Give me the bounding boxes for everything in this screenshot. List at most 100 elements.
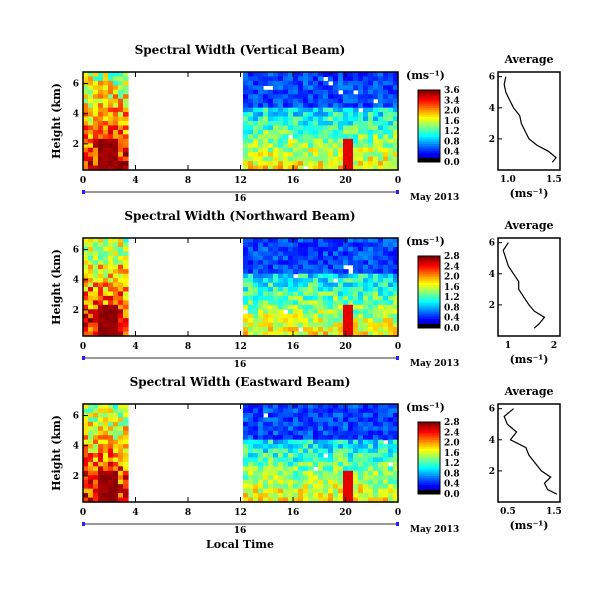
heatmap-cell: [313, 439, 319, 445]
heatmap-cell: [103, 488, 109, 494]
heatmap-cell: [243, 116, 249, 122]
colorbar-tick-label: 1.6: [444, 449, 460, 459]
heatmap-cell: [258, 295, 264, 301]
heatmap-cell: [363, 161, 369, 167]
heatmap-cell: [83, 430, 89, 436]
heatmap-cell: [88, 152, 94, 158]
heatmap-cell: [88, 331, 94, 337]
heatmap-cell: [353, 264, 359, 270]
heatmap-cell: [348, 453, 354, 459]
heatmap-cell: [98, 457, 104, 463]
colorbar-swatch: [418, 99, 440, 102]
heatmap-cell: [98, 107, 104, 113]
heatmap-cell: [318, 295, 324, 301]
heatmap-cell: [388, 488, 394, 494]
x-tick-label: 0: [80, 508, 86, 518]
heatmap-cell: [388, 417, 394, 423]
heatmap-cell: [363, 408, 369, 414]
heatmap-cell: [288, 313, 294, 319]
heatmap-cell: [348, 121, 354, 127]
heatmap-cell: [353, 327, 359, 333]
heatmap-cell: [273, 112, 279, 118]
heatmap-cell: [388, 412, 394, 418]
heatmap-cell: [248, 470, 254, 476]
heatmap-cell: [288, 331, 294, 337]
heatmap-cell: [303, 300, 309, 306]
heatmap-cell: [88, 300, 94, 306]
heatmap-cell: [283, 493, 289, 499]
heatmap-cell: [323, 466, 329, 472]
heatmap-cell: [378, 76, 384, 82]
heatmap-cell: [263, 448, 269, 454]
heatmap-cell: [118, 497, 124, 503]
heatmap-cell: [358, 152, 364, 158]
heatmap-cell: [383, 147, 389, 153]
heatmap-cell: [313, 98, 319, 104]
heatmap-cell: [303, 107, 309, 113]
heatmap-cell: [268, 304, 274, 310]
heatmap-cell: [323, 156, 329, 162]
heatmap-cell: [248, 300, 254, 306]
heatmap-cell: [93, 439, 99, 445]
heatmap-cell: [353, 322, 359, 328]
heatmap-cell: [268, 488, 274, 494]
heatmap-cell: [353, 300, 359, 306]
x-tick-label: 8: [185, 508, 191, 518]
heatmap-cell: [358, 309, 364, 315]
heatmap-cell: [298, 129, 304, 135]
heatmap-cell: [278, 80, 284, 86]
heatmap-cell: [383, 138, 389, 144]
heatmap-cell: [118, 76, 124, 82]
heatmap-cell: [333, 318, 339, 324]
day-axis-marker: [82, 522, 85, 526]
heatmap-cell: [88, 242, 94, 248]
heatmap-cell: [263, 89, 269, 95]
heatmap-cell: [368, 304, 374, 310]
heatmap-cell: [368, 264, 374, 270]
heatmap-cell: [343, 269, 349, 275]
heatmap-cell: [123, 404, 129, 410]
heatmap-cell: [253, 470, 259, 476]
heatmap-cell: [108, 484, 114, 490]
heatmap-cell: [343, 287, 349, 293]
heatmap-cell: [348, 238, 354, 244]
heatmap-cell: [348, 408, 354, 414]
heatmap-cell: [318, 165, 324, 171]
heatmap-cell: [243, 300, 249, 306]
heatmap-cell: [373, 304, 379, 310]
heatmap-cell: [113, 80, 119, 86]
heatmap-cell: [353, 497, 359, 503]
heatmap-cell: [258, 444, 264, 450]
heatmap-cell: [293, 161, 299, 167]
heatmap-cell: [358, 147, 364, 153]
heatmap-cell: [118, 417, 124, 423]
heatmap-cell: [283, 125, 289, 131]
heatmap-cell: [353, 152, 359, 158]
heatmap-cell: [258, 287, 264, 293]
colorbar-swatch: [418, 256, 440, 259]
heatmap-cell: [348, 430, 354, 436]
heatmap-cell: [98, 278, 104, 284]
heatmap-cell: [323, 404, 329, 410]
heatmap-cell: [118, 448, 124, 454]
heatmap-cell: [253, 246, 259, 252]
heatmap-cell: [338, 251, 344, 257]
heatmap-cell: [123, 331, 129, 337]
heatmap-cell: [98, 291, 104, 297]
heatmap-cell: [308, 497, 314, 503]
heatmap-cell: [278, 156, 284, 162]
heatmap-cell: [338, 497, 344, 503]
heatmap-cell: [123, 322, 129, 328]
heatmap-cell: [303, 269, 309, 275]
y-tick-label: 6: [73, 80, 79, 90]
heatmap-cell: [98, 470, 104, 476]
heatmap-cell: [283, 278, 289, 284]
heatmap-cell: [363, 484, 369, 490]
heatmap-cell: [343, 152, 349, 158]
heatmap-cell: [348, 107, 354, 113]
x-tick-label: 8: [185, 342, 191, 352]
heatmap-cell: [248, 152, 254, 158]
heatmap-cell: [258, 80, 264, 86]
heatmap-cell: [323, 129, 329, 135]
